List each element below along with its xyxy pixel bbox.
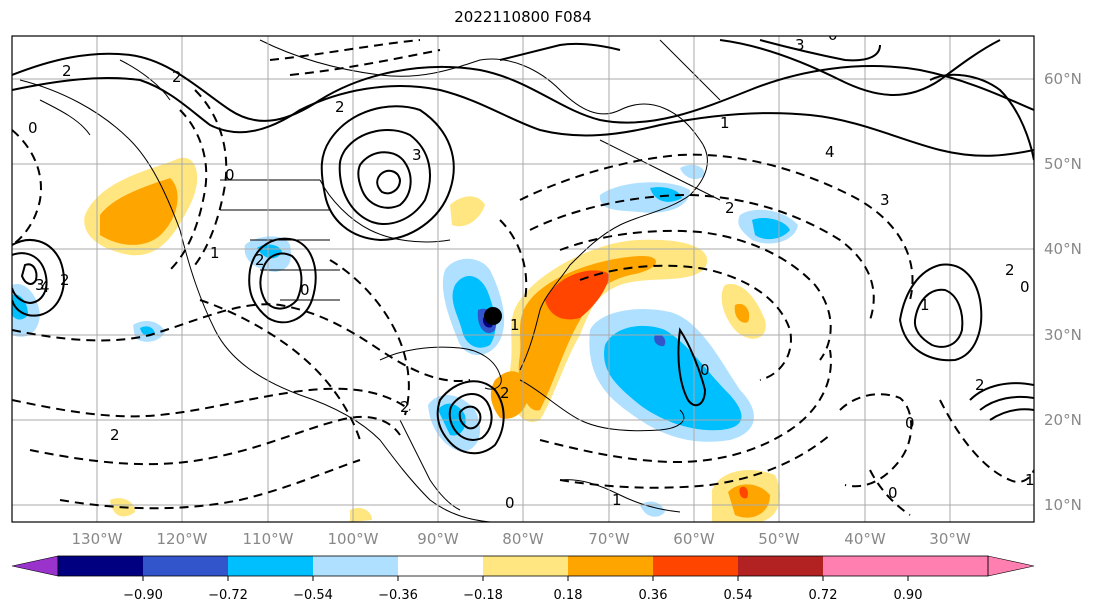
colorbar-tick-marks — [142, 576, 909, 581]
colorbar-tick-label: −0.36 — [378, 588, 418, 603]
lon-label: 110°W — [243, 530, 294, 548]
colorbar-tick-label: −0.54 — [293, 588, 333, 603]
colorbar-tick-label: −0.18 — [463, 588, 503, 603]
contour-labels: 2 0 2 3 2 3 4 3 2 2 0 1 2 0 4 3 1 2 0 2 … — [28, 26, 1035, 512]
contour-label: 1 — [210, 244, 220, 262]
colorbar-segment — [568, 556, 653, 576]
negative-anomaly-shading — [12, 164, 798, 517]
contour-label: 2 — [335, 98, 345, 116]
colorbar-tick-label: 0.18 — [554, 588, 583, 603]
solid-contours — [12, 39, 1034, 455]
contour-label: 0 — [300, 281, 310, 299]
colorbar-segment — [58, 556, 143, 576]
colorbar-tick-label: 0.72 — [809, 588, 838, 603]
colorbar-min-extend — [11, 555, 59, 577]
contour-label: 1 — [510, 316, 520, 334]
colorbar-segment — [483, 556, 568, 576]
lon-label: 80°W — [502, 530, 544, 548]
contour-label: 0 — [905, 414, 915, 432]
colorbar-tick-label: −0.90 — [123, 588, 163, 603]
lon-label: 50°W — [758, 530, 800, 548]
colorbar-max-extend — [987, 555, 1035, 577]
storm-center-marker — [484, 307, 502, 325]
contour-label: 2 — [60, 271, 70, 289]
lat-label: 60°N — [1044, 70, 1082, 88]
contour-label: 2 — [255, 251, 265, 269]
contour-label: 2 — [400, 398, 410, 416]
contour-label: 1 — [920, 296, 930, 314]
latitude-axis: 60°N 50°N 40°N 30°N 20°N 10°N — [1044, 70, 1082, 514]
lon-label: 30°W — [929, 530, 971, 548]
colorbar-segment — [313, 556, 398, 576]
colorbar-segment — [398, 556, 483, 576]
colorbar-segment — [738, 556, 823, 576]
colorbar: −0.90 −0.72 −0.54 −0.36 −0.18 0.18 0.36 … — [11, 555, 1035, 603]
contour-label: 2 — [725, 199, 735, 217]
lon-label: 90°W — [417, 530, 459, 548]
contour-label: 3 — [35, 276, 45, 294]
contour-label: 0 — [225, 166, 235, 184]
lon-label: 60°W — [673, 530, 715, 548]
contour-label: 0 — [828, 26, 838, 44]
lon-label: 100°W — [328, 530, 379, 548]
contour-label: 0 — [505, 494, 515, 512]
lon-label: 70°W — [588, 530, 630, 548]
contour-label: 1 — [1025, 471, 1035, 489]
lon-label: 130°W — [72, 530, 123, 548]
lat-label: 30°N — [1044, 326, 1082, 344]
contour-label: 2 — [975, 376, 985, 394]
contour-label: 1 — [720, 114, 730, 132]
contour-label: 0 — [700, 361, 710, 379]
lat-label: 10°N — [1044, 496, 1082, 514]
contour-label: 4 — [40, 278, 50, 296]
lat-label: 40°N — [1044, 240, 1082, 258]
colorbar-tick-label: 0.54 — [724, 588, 753, 603]
colorbar-tick-label: 0.36 — [639, 588, 668, 603]
lon-label: 120°W — [157, 530, 208, 548]
contour-label: 0 — [28, 119, 38, 137]
contour-label: 2 — [500, 384, 510, 402]
graticule — [12, 36, 1034, 522]
contour-label: 3 — [412, 146, 422, 164]
map-frame — [11, 35, 1035, 523]
positive-anomaly-shading — [84, 157, 780, 522]
contour-label: 2 — [172, 68, 182, 86]
colorbar-segment — [823, 556, 908, 576]
colorbar-outline — [57, 555, 989, 577]
map-title: 2022110800 F084 — [454, 8, 592, 26]
colorbar-segment — [908, 556, 988, 576]
colorbar-segment — [653, 556, 738, 576]
colorbar-segment — [143, 556, 228, 576]
contour-label: 3 — [795, 36, 805, 54]
lat-label: 50°N — [1044, 155, 1082, 173]
colorbar-tick-label: 0.90 — [894, 588, 923, 603]
contour-label: 0 — [1020, 278, 1030, 296]
coastlines — [19, 39, 721, 522]
lon-label: 40°W — [844, 530, 886, 548]
contour-label: 3 — [880, 191, 890, 209]
contour-label: 0 — [888, 484, 898, 502]
colorbar-segment — [228, 556, 313, 576]
contour-label: 2 — [62, 62, 72, 80]
contour-label: 4 — [825, 143, 835, 161]
colorbar-tick-label: −0.72 — [208, 588, 248, 603]
longitude-axis: 130°W 120°W 110°W 100°W 90°W 80°W 70°W 6… — [72, 530, 971, 548]
dashed-contours — [12, 39, 1034, 516]
contour-label: 2 — [1005, 261, 1015, 279]
contour-label: 1 — [612, 491, 622, 509]
lat-label: 20°N — [1044, 411, 1082, 429]
map-layers: 2 0 2 3 2 3 4 3 2 2 0 1 2 0 4 3 1 2 0 2 … — [12, 26, 1035, 522]
contour-label: 2 — [110, 426, 120, 444]
